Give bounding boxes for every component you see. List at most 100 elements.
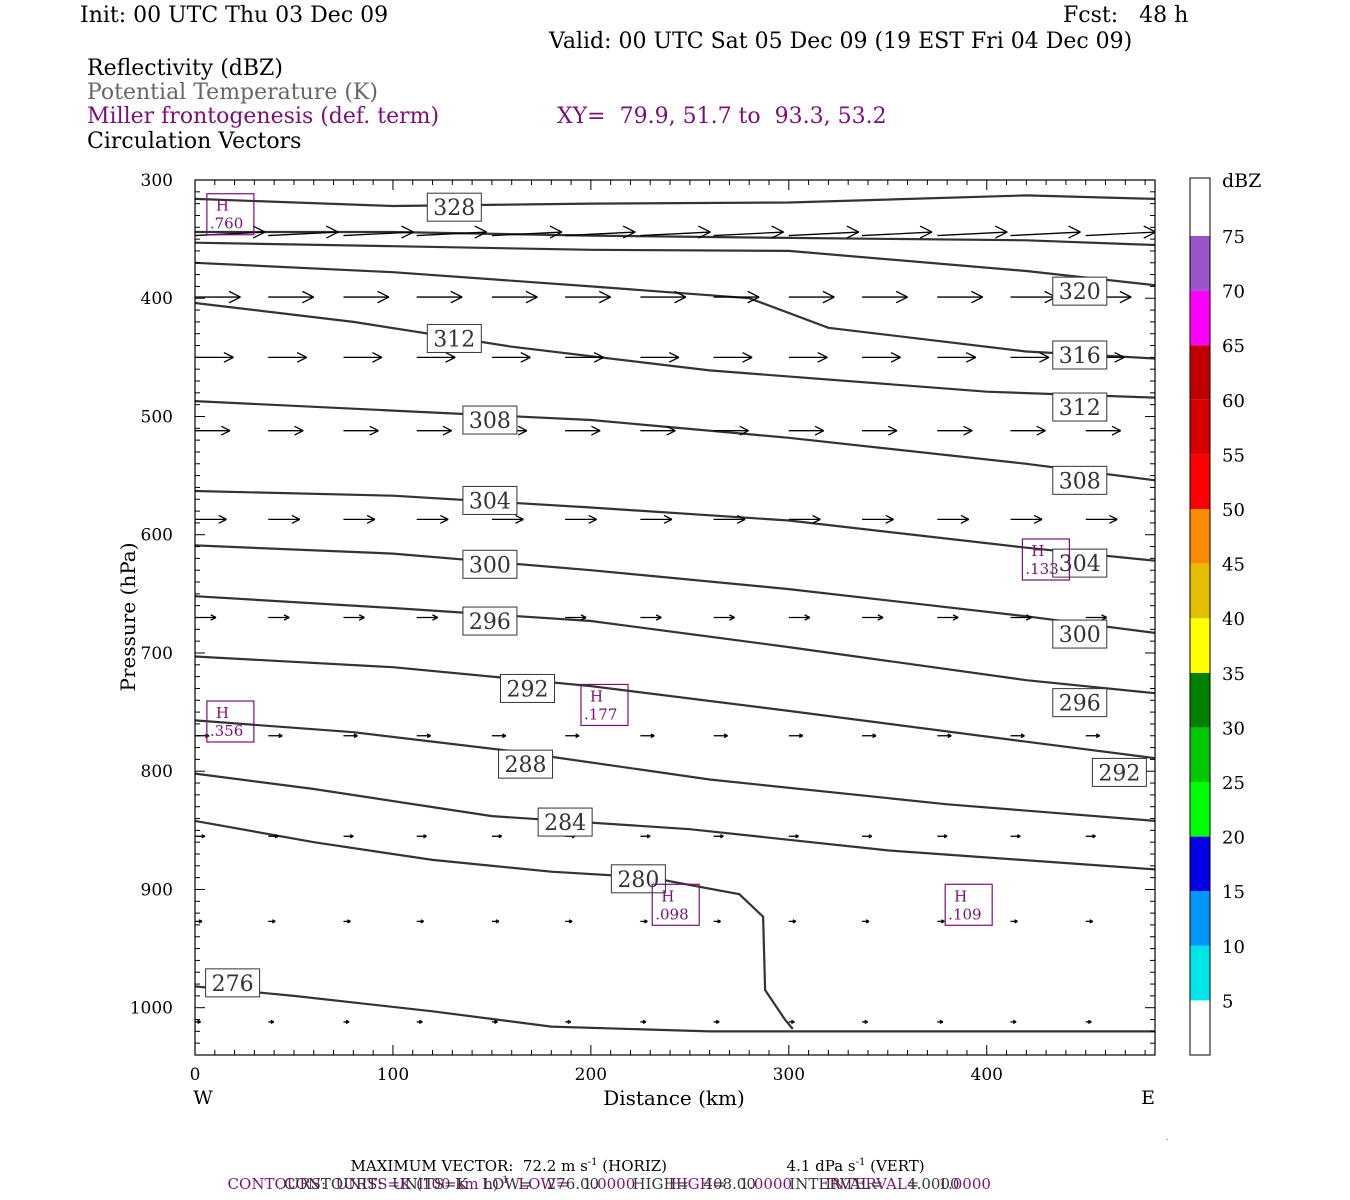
contour-label-box xyxy=(1052,619,1108,649)
max-vector-vert-value: 4.1 dPa s xyxy=(786,1157,856,1175)
theta-contour-288 xyxy=(195,719,1155,822)
x-axis-left-end-label: W xyxy=(193,1087,213,1109)
circulation-vector xyxy=(343,351,383,363)
colorbar-level-label: 65 xyxy=(1222,336,1245,357)
circulation-vector xyxy=(268,425,304,436)
circulation-vector xyxy=(268,919,276,924)
field-potential-temperature: Potential Temperature (K) xyxy=(87,80,378,105)
circulation-vector xyxy=(1085,425,1122,436)
circulation-vector xyxy=(195,919,203,924)
contour-label-292: 292 xyxy=(500,673,556,703)
circulation-vector xyxy=(565,514,597,524)
circulation-vector xyxy=(1010,614,1032,621)
theta-contour-info: CONTOURS: UNITS=K LOW= 276.00 HIGH= 408.… xyxy=(284,1175,960,1193)
circulation-vector xyxy=(713,733,728,739)
max-marker-value: .760 xyxy=(210,215,243,233)
theta-contour-320 xyxy=(195,241,1155,287)
field-circulation-vectors: Circulation Vectors xyxy=(87,129,302,154)
circulation-vector xyxy=(937,834,948,839)
max-vector-horiz-unit: (HORIZ) xyxy=(597,1157,668,1175)
max-marker-value: .133 xyxy=(1025,560,1058,578)
colorbar-unit: dBZ xyxy=(1222,170,1261,192)
circulation-vector xyxy=(862,733,877,739)
circulation-vector xyxy=(788,225,860,239)
circulation-vector xyxy=(268,514,301,524)
circulation-vector xyxy=(937,351,977,363)
frontogenesis-max-marker: H.133 xyxy=(1021,538,1070,581)
circulation-vector xyxy=(343,225,414,239)
circulation-vector xyxy=(268,733,283,739)
circulation-vector xyxy=(1010,225,1081,239)
contour-label-328: 328 xyxy=(426,192,482,222)
frontogenesis-max-marker: H.760 xyxy=(206,193,255,236)
colorbar-segment xyxy=(1190,178,1210,236)
circulation-vector xyxy=(343,919,351,924)
contour-label-296: 296 xyxy=(462,606,518,636)
circulation-vector xyxy=(1085,834,1096,839)
contour-label-300: 300 xyxy=(462,549,518,579)
contour-label-text: 308 xyxy=(469,409,511,434)
x-axis-title: Distance (km) xyxy=(603,1086,745,1110)
x-tick-label: 0 xyxy=(190,1065,201,1085)
theta-contour-304 xyxy=(195,489,1155,562)
circulation-vector xyxy=(416,225,487,239)
max-vector-line: MAXIMUM VECTOR: 72.2 m s-1 (HORIZ) xyxy=(341,1139,667,1175)
fronto-range: LOW= 1.0000 HIGH= 1.0000 INTERVAL= 1.000… xyxy=(508,1175,991,1193)
contour-label-284: 284 xyxy=(537,807,593,837)
max-marker-box xyxy=(206,193,255,236)
circulation-vector xyxy=(937,919,945,924)
max-marker-value: .109 xyxy=(948,905,981,923)
circulation-vector xyxy=(565,351,604,363)
circulation-vector xyxy=(862,919,870,924)
circulation-vector xyxy=(1085,733,1101,739)
colorbar-segment xyxy=(1190,782,1210,837)
contour-label-316: 316 xyxy=(1052,340,1108,370)
circulation-vector xyxy=(788,733,804,739)
colorbar-level-label: 30 xyxy=(1222,718,1245,739)
max-marker-symbol: H xyxy=(216,197,229,215)
max-vector-horiz-exp: -1 xyxy=(587,1157,598,1168)
contour-label-300: 300 xyxy=(1052,619,1108,649)
fronto-units: CONTOURS: UNITS=K (100 km h) xyxy=(227,1175,499,1193)
circulation-vector xyxy=(1085,514,1118,524)
contour-label-text: 292 xyxy=(507,677,549,702)
circulation-vector xyxy=(640,614,662,621)
contour-label-text: 296 xyxy=(469,610,511,635)
colorbar-segment xyxy=(1190,618,1210,673)
circulation-vector xyxy=(416,919,424,924)
y-tick-label: 400 xyxy=(141,289,173,309)
circulation-vector xyxy=(195,425,231,436)
contour-label-box xyxy=(462,549,518,579)
colorbar-frame xyxy=(1189,177,1211,1056)
contour-label-text: 292 xyxy=(1098,761,1140,786)
contour-label-text: 304 xyxy=(1059,552,1101,577)
circulation-vector xyxy=(268,834,279,839)
colorbar-segment xyxy=(1190,945,1210,1001)
contour-label-box xyxy=(500,673,556,703)
circulation-vector xyxy=(937,425,973,436)
circulation-vector xyxy=(268,290,315,304)
circulation-vector xyxy=(862,514,894,524)
colorbar-level-label: 5 xyxy=(1222,991,1233,1012)
contour-label-box xyxy=(462,485,518,515)
max-marker-box xyxy=(206,700,255,743)
circulation-vector xyxy=(713,225,784,239)
circulation-vector xyxy=(1085,919,1094,924)
circulation-vector xyxy=(937,514,970,524)
circulation-vector xyxy=(1010,834,1021,839)
circulation-vector xyxy=(713,351,753,363)
circulation-vector xyxy=(565,425,601,436)
theta-contour-328 xyxy=(195,194,1155,208)
colorbar-segment xyxy=(1190,345,1210,400)
circulation-vector xyxy=(788,919,797,924)
circulation-vector xyxy=(491,225,563,239)
contour-label-text: 308 xyxy=(1059,469,1101,494)
circulation-vector xyxy=(343,290,390,304)
contour-label-box xyxy=(1052,688,1108,718)
circulation-vector xyxy=(862,425,898,436)
colorbar-level-label: 55 xyxy=(1222,445,1245,466)
max-marker-symbol: H xyxy=(590,687,603,705)
circulation-vector xyxy=(268,1019,275,1024)
circulation-vector xyxy=(268,225,339,239)
colorbar-level-label: 20 xyxy=(1222,828,1245,849)
